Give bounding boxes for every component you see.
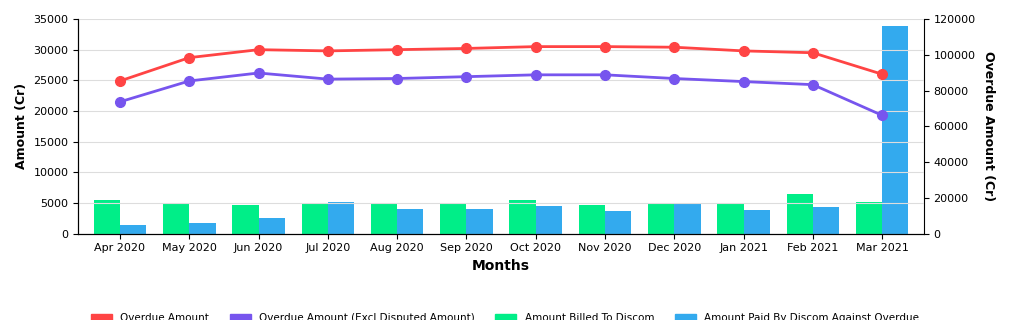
Overdue Amount (Excl Disputed Amount) (807, 83, 819, 87)
Overdue Amount (Excl Disputed Amount) (114, 100, 126, 104)
Bar (813, 207, 839, 234)
Overdue Amount (Excl Disputed Amount) (391, 76, 403, 80)
Bar (787, 194, 813, 234)
Bar (579, 205, 605, 234)
Overdue Amount (391, 48, 403, 52)
Bar (509, 200, 535, 234)
Bar (648, 204, 675, 234)
Bar (675, 204, 701, 234)
Overdue Amount (876, 72, 888, 76)
Overdue Amount (114, 79, 126, 83)
Bar (328, 202, 355, 234)
Overdue Amount (183, 56, 195, 60)
Bar (259, 218, 285, 234)
Bar (302, 204, 328, 234)
Overdue Amount (252, 48, 265, 52)
Bar (371, 204, 397, 234)
Bar (743, 210, 770, 234)
Overdue Amount (599, 45, 611, 49)
Bar (163, 203, 189, 234)
Bar (120, 226, 146, 234)
Overdue Amount (737, 49, 749, 53)
Line: Overdue Amount: Overdue Amount (115, 42, 887, 86)
Overdue Amount (Excl Disputed Amount) (183, 79, 195, 83)
Overdue Amount (Excl Disputed Amount) (737, 80, 749, 84)
Bar (189, 223, 215, 234)
Overdue Amount (529, 45, 541, 49)
Bar (605, 211, 631, 234)
Overdue Amount (Excl Disputed Amount) (876, 113, 888, 117)
Legend: Overdue Amount, Overdue Amount (Excl Disputed Amount), Amount Billed To Discom, : Overdue Amount, Overdue Amount (Excl Dis… (87, 309, 923, 320)
Overdue Amount (Excl Disputed Amount) (599, 73, 611, 77)
Overdue Amount (Excl Disputed Amount) (529, 73, 541, 77)
Bar (855, 202, 882, 234)
Overdue Amount (Excl Disputed Amount) (322, 77, 334, 81)
Overdue Amount (461, 46, 473, 50)
Overdue Amount (669, 45, 681, 49)
X-axis label: Months: Months (472, 259, 530, 273)
Bar (94, 200, 120, 234)
Overdue Amount (Excl Disputed Amount) (252, 71, 265, 75)
Overdue Amount (322, 49, 334, 53)
Overdue Amount (Excl Disputed Amount) (461, 75, 473, 79)
Y-axis label: Amount (Cr): Amount (Cr) (15, 83, 28, 169)
Bar (717, 204, 743, 234)
Bar (232, 205, 259, 234)
Overdue Amount (Excl Disputed Amount) (669, 76, 681, 80)
Bar (535, 206, 562, 234)
Y-axis label: Overdue Amount (Cr): Overdue Amount (Cr) (982, 51, 995, 201)
Bar (467, 209, 493, 234)
Bar (397, 209, 423, 234)
Bar (440, 204, 467, 234)
Line: Overdue Amount (Excl Disputed Amount): Overdue Amount (Excl Disputed Amount) (115, 68, 887, 120)
Bar (882, 26, 908, 234)
Overdue Amount (807, 51, 819, 55)
